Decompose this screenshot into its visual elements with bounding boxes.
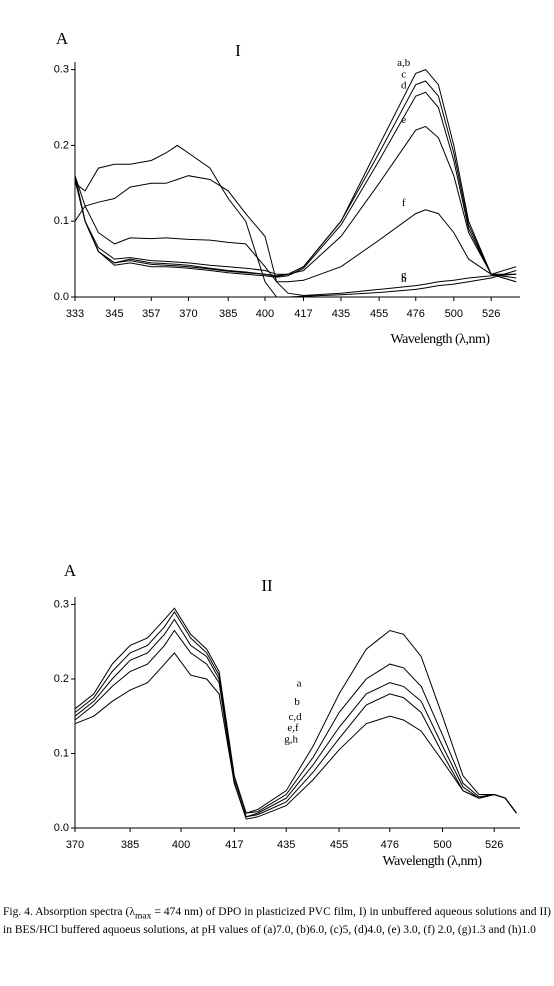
x-tick-label: 370	[66, 839, 84, 851]
spectrum-line	[74, 652, 517, 820]
series-label: c,d	[288, 711, 302, 723]
series-label: a,b	[397, 57, 411, 69]
y-axis-label: A	[64, 561, 77, 580]
spectrum-line	[74, 69, 517, 283]
spectrum-line	[74, 80, 517, 283]
x-tick-label: 476	[407, 308, 425, 320]
y-tick-label: 0.2	[54, 139, 69, 151]
series-label: f	[402, 197, 406, 209]
series-label: a	[297, 677, 302, 689]
spectrum-line	[74, 607, 517, 814]
chart-title: I	[235, 41, 241, 60]
x-tick-label: 476	[381, 839, 399, 851]
caption-subscript: max	[134, 910, 152, 922]
x-axis-label: Wavelength (λ,nm)	[390, 332, 490, 347]
y-axis-label: A	[56, 29, 69, 48]
spectrum-line	[74, 629, 517, 818]
x-tick-label: 400	[256, 308, 274, 320]
x-tick-label: 333	[66, 308, 84, 320]
x-tick-label: 370	[179, 308, 197, 320]
caption: Fig. 4. Absorption spectra (λmax = 474 n…	[3, 905, 551, 937]
x-tick-label: 417	[225, 839, 243, 851]
x-tick-label: 455	[330, 839, 348, 851]
chart-title: II	[261, 576, 273, 595]
y-tick-label: 0.2	[54, 673, 69, 685]
y-tick-label: 0.3	[54, 598, 69, 610]
y-tick-label: 0.0	[54, 822, 69, 834]
spectrum-line	[74, 618, 517, 818]
x-tick-label: 526	[482, 308, 500, 320]
x-tick-label: 357	[142, 308, 160, 320]
series-label: e,f	[287, 722, 299, 734]
series-label: c	[401, 68, 406, 80]
series-label: b	[294, 696, 300, 708]
y-tick-label: 0.1	[54, 747, 69, 759]
x-tick-label: 500	[445, 308, 463, 320]
x-tick-label: 526	[485, 839, 503, 851]
spectrum-line	[74, 175, 517, 297]
caption-text: = 474 nm) of DPO in plasticized PVC film…	[3, 906, 551, 937]
caption-text: Fig. 4. Absorption spectra (λ	[3, 906, 135, 918]
x-tick-label: 417	[294, 308, 312, 320]
series-label: g	[401, 269, 407, 281]
x-tick-label: 345	[105, 308, 123, 320]
x-tick-label: 455	[370, 308, 388, 320]
x-tick-label: 500	[433, 839, 451, 851]
spectrum-line	[74, 91, 517, 279]
x-axis-label: Wavelength (λ,nm)	[382, 854, 482, 869]
y-tick-label: 0.0	[54, 291, 69, 303]
series-label: e	[401, 114, 406, 126]
spectrum-line	[74, 175, 517, 283]
x-tick-label: 435	[332, 308, 350, 320]
figure: A I Wavelength (λ,nm) 0.0 0.1 0.2 0.3 333 345 357…	[54, 29, 520, 869]
x-tick-label: 385	[219, 308, 237, 320]
spectrum-line	[74, 610, 517, 814]
x-tick-label: 400	[172, 839, 190, 851]
x-tick-label: 435	[277, 839, 295, 851]
series-label: h	[401, 273, 407, 285]
x-tick-label: 385	[121, 839, 139, 851]
y-tick-label: 0.1	[54, 215, 69, 227]
y-tick-label: 0.3	[54, 63, 69, 75]
spectrum-line	[74, 125, 517, 275]
spectrum-line	[74, 144, 517, 298]
series-label: g,h	[284, 733, 298, 745]
series-label: d	[401, 80, 407, 92]
